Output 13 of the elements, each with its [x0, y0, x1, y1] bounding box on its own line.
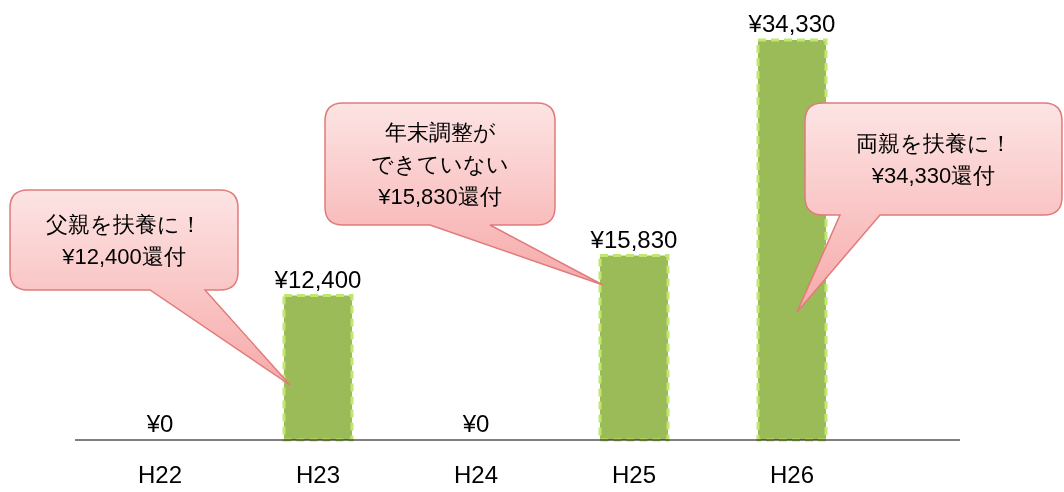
x-tick-label: H26: [769, 461, 815, 488]
annotation: 父親を扶養に！¥12,400還付: [46, 212, 202, 269]
x-tick-label: H22: [137, 461, 183, 488]
data-label: ¥15,830: [589, 225, 678, 253]
data-label: ¥12,400: [273, 265, 362, 293]
annotation: 年末調整ができていない¥15,830還付: [371, 120, 509, 209]
data-label: ¥0: [461, 410, 490, 437]
x-tick-label: H23: [295, 461, 341, 488]
annotation: 両親を扶養に！¥34,330還付: [855, 131, 1012, 188]
data-label: ¥0: [145, 410, 174, 437]
data-label: ¥34,330: [747, 10, 836, 37]
x-tick-label: H24: [453, 461, 499, 488]
x-tick-label: H25: [611, 461, 657, 488]
